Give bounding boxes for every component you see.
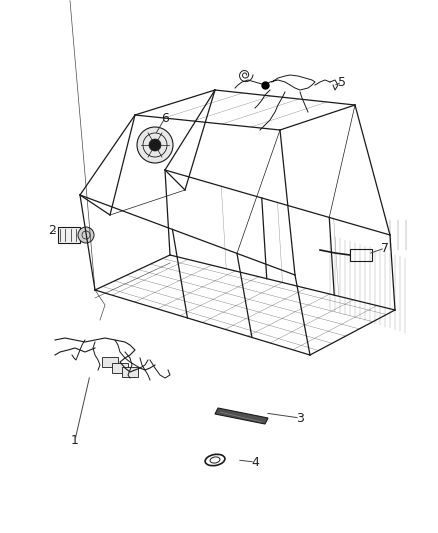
Text: 2: 2 bbox=[48, 223, 56, 237]
Text: 5: 5 bbox=[338, 76, 346, 88]
Text: 1: 1 bbox=[71, 433, 79, 447]
Circle shape bbox=[78, 227, 94, 243]
Text: 3: 3 bbox=[296, 411, 304, 424]
Text: 4: 4 bbox=[251, 456, 259, 469]
FancyBboxPatch shape bbox=[350, 249, 372, 261]
FancyBboxPatch shape bbox=[58, 227, 80, 243]
FancyBboxPatch shape bbox=[102, 357, 118, 367]
FancyBboxPatch shape bbox=[112, 363, 128, 373]
FancyBboxPatch shape bbox=[122, 367, 138, 377]
Text: 7: 7 bbox=[381, 241, 389, 254]
Text: 6: 6 bbox=[161, 111, 169, 125]
Circle shape bbox=[149, 139, 161, 151]
Circle shape bbox=[137, 127, 173, 163]
Polygon shape bbox=[215, 408, 268, 424]
